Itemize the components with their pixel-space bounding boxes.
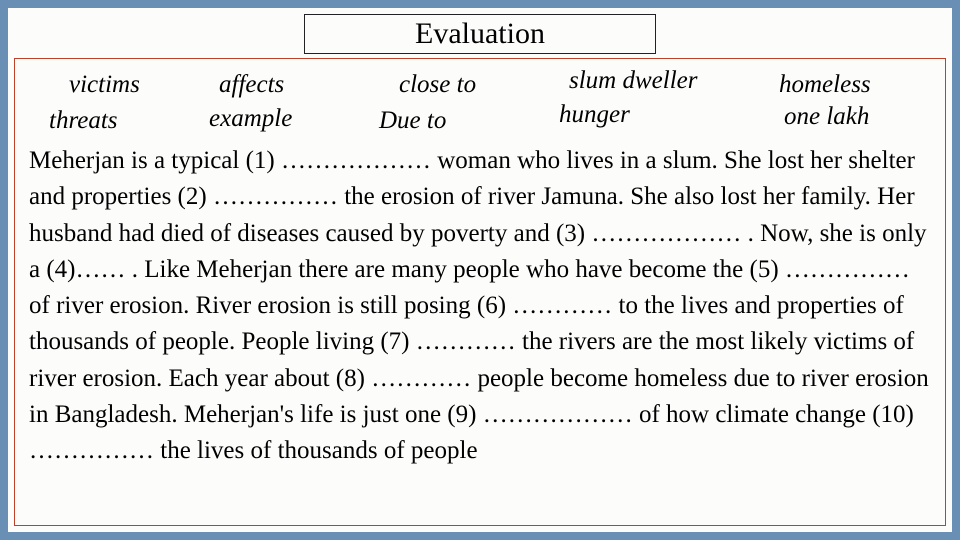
document-panel: Evaluation victims affects close to slum… (8, 8, 952, 532)
word-bank-item: example (209, 105, 292, 133)
word-bank: victims affects close to slum dweller ho… (29, 67, 931, 143)
title-text: Evaluation (415, 17, 545, 50)
content-box: victims affects close to slum dweller ho… (14, 58, 946, 526)
word-bank-item: Due to (379, 107, 446, 135)
word-bank-item: one lakh (784, 103, 869, 131)
title-box: Evaluation (304, 14, 656, 54)
word-bank-item: hunger (559, 101, 630, 129)
word-bank-item: slum dweller (569, 67, 697, 95)
passage-text: Meherjan is a typical (1) ……………… woman w… (29, 143, 931, 469)
word-bank-item: victims (69, 71, 140, 99)
word-bank-item: close to (399, 71, 476, 99)
word-bank-item: homeless (779, 71, 871, 99)
word-bank-item: threats (49, 107, 118, 135)
word-bank-item: affects (219, 71, 284, 99)
